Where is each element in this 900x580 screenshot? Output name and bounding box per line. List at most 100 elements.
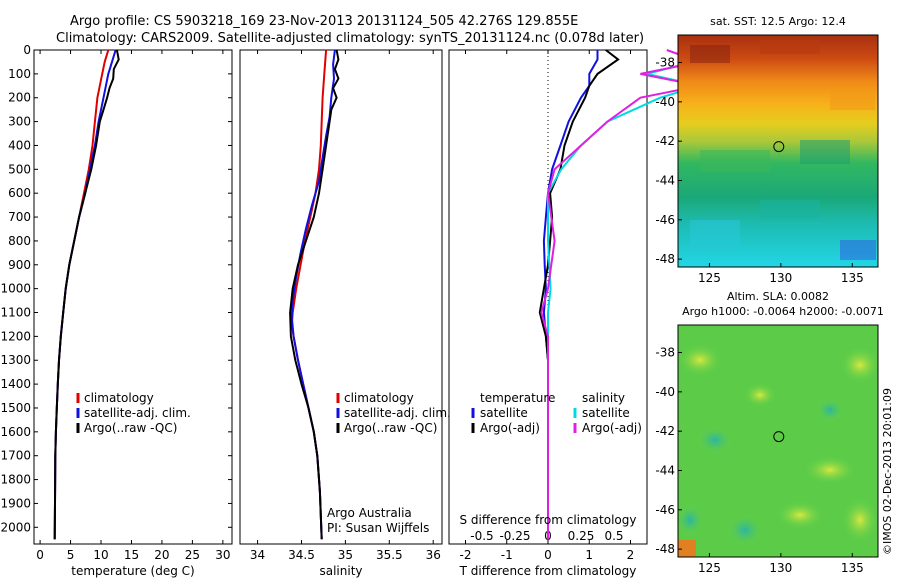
sla-blob xyxy=(697,426,733,454)
series-line-climatology xyxy=(290,49,328,540)
legend-title: salinity xyxy=(582,391,625,405)
legend-label: climatology xyxy=(84,391,154,405)
s-difference-label: S difference from climatology xyxy=(460,513,637,527)
s-tick-label: -0.5 xyxy=(470,529,493,543)
series-line-satellite xyxy=(53,49,117,540)
map-y-tick-label: -48 xyxy=(655,542,675,556)
legend-title: temperature xyxy=(480,391,555,405)
y-tick-label: 1900 xyxy=(0,496,31,510)
x-tick-label: 10 xyxy=(93,548,108,562)
sst-map-frame xyxy=(677,34,879,268)
x-tick-label: 2 xyxy=(627,548,635,562)
map-x-tick-label: 135 xyxy=(841,271,864,285)
x-tick-label: 35 xyxy=(338,548,353,562)
legend-label: Argo(..raw -QC) xyxy=(344,421,437,435)
sla-blob xyxy=(678,344,722,376)
map-y-tick-label: -44 xyxy=(655,173,675,187)
y-tick-label: 400 xyxy=(8,138,31,152)
x-tick-label: 1 xyxy=(585,548,593,562)
map-x-tick-label: 130 xyxy=(769,561,792,575)
map-y-tick-label: -40 xyxy=(655,95,675,109)
temperature-axes-box xyxy=(33,49,233,545)
series-line-satellite xyxy=(542,50,599,540)
y-tick-label: 800 xyxy=(8,234,31,248)
sst-patch xyxy=(760,200,820,218)
x-tick-label: 35.5 xyxy=(376,548,403,562)
x-tick-label: 34 xyxy=(250,548,265,562)
map-y-tick-label: -46 xyxy=(655,213,675,227)
x-tick-label: 34.5 xyxy=(288,548,315,562)
x-tick-label: 0 xyxy=(544,548,552,562)
salinity-panel: 34 34.5 35 35.5 36 salinity climatologysatel… xyxy=(239,49,451,578)
salinity-xlabel: salinity xyxy=(319,564,362,578)
map-x-tick-label: 130 xyxy=(769,271,792,285)
salinity-axes-box xyxy=(239,49,443,545)
sla-map-subtitle: Argo h1000: -0.0064 h2000: -0.0071 xyxy=(682,305,884,318)
sla-blob xyxy=(842,498,878,542)
sla-argo-marker xyxy=(773,431,785,443)
legend-label: satellite xyxy=(480,406,528,420)
sla-blob xyxy=(776,501,824,529)
y-tick-label: 700 xyxy=(8,210,31,224)
sst-patch xyxy=(830,90,875,110)
legend-label: climatology xyxy=(344,391,414,405)
y-tick-label: 100 xyxy=(8,67,31,81)
x-tick-label: 5 xyxy=(67,548,75,562)
y-tick-label: 0 xyxy=(23,43,31,57)
s-tick-label: 0.25 xyxy=(568,529,595,543)
y-tick-label: 1700 xyxy=(0,449,31,463)
sst-patch xyxy=(700,150,770,172)
map-x-tick-label: 135 xyxy=(841,561,864,575)
map-y-tick-label: -38 xyxy=(655,56,675,70)
y-tick-label: 2000 xyxy=(0,520,31,534)
x-tick-label: 15 xyxy=(124,548,139,562)
series-line-argo xyxy=(289,49,340,540)
sla-blob xyxy=(804,456,856,484)
t-difference-label: T difference from climatology xyxy=(459,564,637,578)
series-line-sal_argo xyxy=(540,49,704,540)
sla-blob xyxy=(840,347,880,383)
temperature-ticks: 0100200300400500600700800900100011001200… xyxy=(0,43,232,562)
map-x-tick-label: 125 xyxy=(698,271,721,285)
sla-blob xyxy=(816,398,844,422)
legend-label: Argo(..raw -QC) xyxy=(84,421,177,435)
annotation-line2: PI: Susan Wijffels xyxy=(327,521,429,535)
map-y-tick-label: -48 xyxy=(655,252,675,266)
map-y-tick-label: -42 xyxy=(655,134,675,148)
series-line-argo xyxy=(53,49,120,540)
map-x-tick-label: 125 xyxy=(698,561,721,575)
series-line-sal_satellite xyxy=(547,49,704,540)
sla-patch xyxy=(678,540,696,557)
sla-blob xyxy=(676,504,704,536)
x-tick-label: 30 xyxy=(215,548,230,562)
sst-map-ticks: 125 130 135 -38 -40 -42 -44 -46 -48 xyxy=(655,56,863,285)
sla-blob xyxy=(744,383,776,407)
sst-map-title: sat. SST: 12.5 Argo: 12.4 xyxy=(710,15,846,28)
sst-argo-marker xyxy=(773,141,785,153)
legend-label: Argo(-adj) xyxy=(480,421,540,435)
difference-lines xyxy=(538,49,704,540)
y-tick-label: 900 xyxy=(8,258,31,272)
s-tick-label: 0.5 xyxy=(604,529,623,543)
salinity-ticks: 34 34.5 35 35.5 36 xyxy=(250,50,441,562)
header-line2: Climatology: CARS2009. Satellite-adjuste… xyxy=(56,31,644,46)
legend-label: satellite-adj. clim. xyxy=(344,406,451,420)
x-tick-label: -1 xyxy=(501,548,513,562)
map-y-tick-label: -40 xyxy=(655,385,675,399)
y-tick-label: 1200 xyxy=(0,329,31,343)
imos-credit: ©IMOS 02-Dec-2013 20:01:09 xyxy=(881,388,894,555)
map-y-tick-label: -38 xyxy=(655,346,675,360)
y-tick-label: 1500 xyxy=(0,401,31,415)
s-tick-label: -0.25 xyxy=(499,529,530,543)
y-tick-label: 300 xyxy=(8,115,31,129)
salinity-lines xyxy=(289,49,340,540)
sla-map-frame xyxy=(677,324,879,558)
y-tick-label: 1600 xyxy=(0,425,31,439)
sla-texture xyxy=(676,344,880,557)
y-tick-label: 200 xyxy=(8,91,31,105)
